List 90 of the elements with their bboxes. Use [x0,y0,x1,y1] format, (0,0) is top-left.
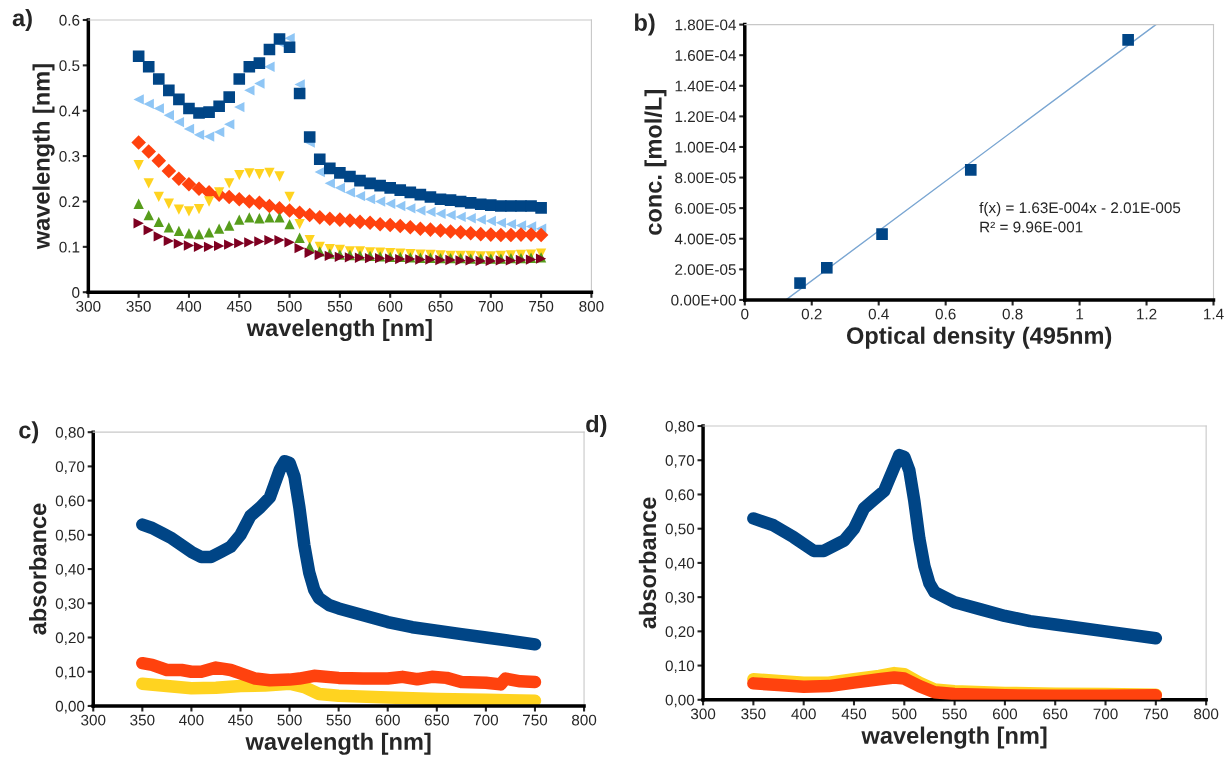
x-tick-label: 800 [1194,708,1219,720]
x-tick-label: 450 [228,714,253,726]
y-tick-label: 0,80 [665,420,695,434]
y-tick-label: 0 [72,287,80,298]
x-tick-label: 550 [942,708,967,720]
annotation: f(x) = 1.63E-004x - 2.01E-005 [979,201,1181,217]
x-tick-label: 750 [529,300,554,312]
y-tick-label: 0,00 [665,694,695,708]
x-tick-label: 700 [473,714,499,726]
x-tick-label: 300 [81,714,106,726]
x-tick-label: 700 [478,300,503,312]
x-tick-label: 600 [378,300,403,312]
annotation: R² = 9.96E-001 [980,221,1083,233]
x-axis-title: wavelength [nm] [245,732,431,755]
y-tick-label: 0,70 [665,455,695,468]
y-tick-label: 0.1 [59,241,80,253]
x-tick-label: 800 [571,714,597,726]
x-tick-label: 1.2 [1137,308,1157,320]
y-tick-label: 8.00E-05 [675,172,736,184]
x-tick-label: 750 [523,714,548,726]
y-tick-label: 0,70 [55,461,85,474]
x-tick-label: 350 [126,300,151,312]
y-tick-label: 0.6 [59,14,80,26]
x-tick-label: 700 [1093,708,1118,720]
chart-title: b) [635,13,655,36]
x-axis-title: Optical density (495nm) [846,326,1112,349]
y-tick-label: 0,10 [665,660,695,674]
x-tick-label: 350 [130,714,155,726]
y-tick-label: 0,30 [55,598,85,611]
y-tick-label: 1.60E-04 [675,50,737,61]
x-tick-label: 500 [892,708,917,720]
y-tick-label: 0.5 [59,60,80,72]
x-tick-label: 450 [226,300,252,312]
y-axis-title: absorbance [29,503,47,635]
x-tick-label: 300 [690,708,716,720]
x-tick-label: 0.6 [935,308,956,320]
chart-title: c) [19,421,39,444]
y-tick-label: 1.00E-04 [675,141,737,153]
x-tick-label: 0 [741,308,749,320]
y-tick-label: 0,10 [55,666,85,680]
y-tick-label: 0,20 [665,626,695,639]
y-tick-label: 0,20 [55,632,85,645]
x-tick-label: 800 [579,300,604,312]
y-tick-label: 1.20E-04 [675,111,737,123]
x-tick-label: 1 [1076,308,1084,320]
y-tick-label: 0.00E+00 [671,294,736,306]
x-tick-label: 650 [428,300,453,312]
y-tick-label: 0,40 [55,563,85,577]
x-tick-label: 400 [179,714,204,726]
x-tick-label: 550 [326,714,351,726]
x-tick-label: 0.4 [868,308,889,320]
x-tick-label: 350 [741,708,766,720]
y-axis-title: wavelength [nm] [32,64,55,250]
x-tick-label: 500 [277,300,302,312]
y-axis-title: conc. [mol/L] [644,90,667,235]
x-tick-label: 450 [841,708,867,720]
y-tick-label: 0,50 [665,523,695,537]
y-tick-label: 6.00E-05 [675,203,736,214]
x-tick-label: 500 [277,714,302,726]
x-tick-label: 750 [1143,708,1168,720]
x-axis-title: wavelength [nm] [246,318,432,342]
x-tick-label: 1.4 [1204,308,1224,320]
y-tick-label: 0.2 [59,196,80,208]
y-tick-label: 0.4 [59,105,80,117]
x-tick-label: 600 [375,714,400,726]
y-tick-label: 0,60 [55,495,85,509]
y-tick-label: 0.3 [59,150,80,162]
y-tick-label: 0,40 [665,557,695,571]
x-tick-label: 650 [424,714,449,726]
y-tick-label: 0,80 [55,427,85,440]
y-tick-label: 0,30 [665,592,695,605]
y-axis-title: absorbance [638,497,657,629]
y-tick-label: 0,60 [665,489,695,502]
y-tick-label: 2.00E-05 [675,264,736,276]
x-tick-label: 400 [791,708,816,720]
x-tick-label: 300 [76,300,101,312]
y-tick-label: 4.00E-05 [674,233,736,245]
x-tick-label: 400 [176,300,202,312]
x-tick-label: 600 [992,708,1018,720]
chart-title: a) [12,8,32,31]
x-axis-title: wavelength [nm] [861,726,1047,749]
x-tick-label: 550 [327,300,353,312]
x-tick-label: 650 [1043,708,1068,720]
y-tick-label: 1.80E-04 [675,19,737,31]
x-tick-label: 0.8 [1002,308,1023,320]
y-tick-label: 0,00 [55,700,85,714]
x-tick-label: 0.2 [801,308,822,320]
chart-title: d) [586,415,607,438]
y-tick-label: 0,50 [55,529,85,543]
y-tick-label: 1.40E-04 [675,80,737,92]
